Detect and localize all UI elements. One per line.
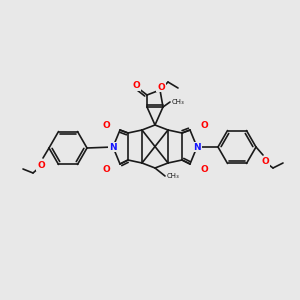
Text: N: N [193, 142, 201, 152]
Text: O: O [37, 161, 45, 170]
Text: O: O [102, 121, 110, 130]
Text: CH₃: CH₃ [172, 99, 185, 105]
Text: O: O [261, 158, 269, 166]
Text: O: O [102, 164, 110, 173]
Text: O: O [157, 82, 165, 91]
Text: O: O [132, 82, 140, 91]
Text: CH₃: CH₃ [167, 173, 180, 179]
Text: O: O [200, 121, 208, 130]
Text: O: O [200, 164, 208, 173]
Text: N: N [109, 142, 117, 152]
